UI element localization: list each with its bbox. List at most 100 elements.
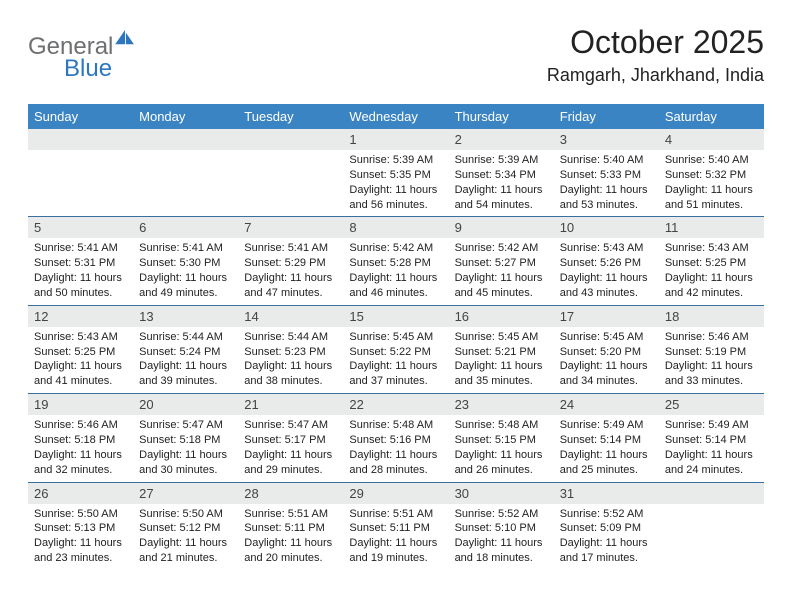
day-info: Sunrise: 5:47 AMSunset: 5:17 PMDaylight:…	[238, 415, 343, 481]
day-d1: Daylight: 11 hours	[244, 271, 337, 286]
day-sr: Sunrise: 5:50 AM	[34, 507, 127, 522]
week-row: 19Sunrise: 5:46 AMSunset: 5:18 PMDayligh…	[28, 394, 764, 482]
day-number: 12	[28, 306, 133, 327]
day-info: Sunrise: 5:42 AMSunset: 5:27 PMDaylight:…	[449, 238, 554, 304]
day-ss: Sunset: 5:14 PM	[665, 433, 758, 448]
day-cell: 12Sunrise: 5:43 AMSunset: 5:25 PMDayligh…	[28, 306, 133, 393]
day-ss: Sunset: 5:27 PM	[455, 256, 548, 271]
day-cell	[238, 129, 343, 216]
day-info: Sunrise: 5:40 AMSunset: 5:33 PMDaylight:…	[554, 150, 659, 216]
day-d2: and 39 minutes.	[139, 374, 232, 389]
day-info: Sunrise: 5:41 AMSunset: 5:30 PMDaylight:…	[133, 238, 238, 304]
day-cell: 5Sunrise: 5:41 AMSunset: 5:31 PMDaylight…	[28, 217, 133, 304]
day-d1: Daylight: 11 hours	[244, 359, 337, 374]
day-ss: Sunset: 5:19 PM	[665, 345, 758, 360]
day-cell: 1Sunrise: 5:39 AMSunset: 5:35 PMDaylight…	[343, 129, 448, 216]
day-sr: Sunrise: 5:44 AM	[244, 330, 337, 345]
dow-sunday: Sunday	[28, 104, 133, 129]
dow-monday: Monday	[133, 104, 238, 129]
day-d2: and 47 minutes.	[244, 286, 337, 301]
day-d2: and 21 minutes.	[139, 551, 232, 566]
day-d2: and 34 minutes.	[560, 374, 653, 389]
day-info: Sunrise: 5:39 AMSunset: 5:35 PMDaylight:…	[343, 150, 448, 216]
day-sr: Sunrise: 5:41 AM	[244, 241, 337, 256]
day-number: 1	[343, 129, 448, 150]
day-sr: Sunrise: 5:42 AM	[455, 241, 548, 256]
day-d1: Daylight: 11 hours	[455, 448, 548, 463]
day-number: 9	[449, 217, 554, 238]
sail-icon	[115, 30, 135, 51]
day-ss: Sunset: 5:28 PM	[349, 256, 442, 271]
day-sr: Sunrise: 5:43 AM	[665, 241, 758, 256]
day-sr: Sunrise: 5:46 AM	[665, 330, 758, 345]
day-number: 22	[343, 394, 448, 415]
day-d1: Daylight: 11 hours	[244, 536, 337, 551]
day-cell: 24Sunrise: 5:49 AMSunset: 5:14 PMDayligh…	[554, 394, 659, 481]
day-d1: Daylight: 11 hours	[560, 183, 653, 198]
day-cell: 19Sunrise: 5:46 AMSunset: 5:18 PMDayligh…	[28, 394, 133, 481]
day-info: Sunrise: 5:43 AMSunset: 5:26 PMDaylight:…	[554, 238, 659, 304]
day-cell: 11Sunrise: 5:43 AMSunset: 5:25 PMDayligh…	[659, 217, 764, 304]
day-sr: Sunrise: 5:41 AM	[139, 241, 232, 256]
day-ss: Sunset: 5:24 PM	[139, 345, 232, 360]
day-d2: and 29 minutes.	[244, 463, 337, 478]
day-info: Sunrise: 5:51 AMSunset: 5:11 PMDaylight:…	[238, 504, 343, 570]
day-d1: Daylight: 11 hours	[560, 271, 653, 286]
day-ss: Sunset: 5:32 PM	[665, 168, 758, 183]
day-sr: Sunrise: 5:43 AM	[34, 330, 127, 345]
day-info: Sunrise: 5:51 AMSunset: 5:11 PMDaylight:…	[343, 504, 448, 570]
day-d2: and 17 minutes.	[560, 551, 653, 566]
day-ss: Sunset: 5:13 PM	[34, 521, 127, 536]
day-number: 10	[554, 217, 659, 238]
day-ss: Sunset: 5:16 PM	[349, 433, 442, 448]
day-sr: Sunrise: 5:48 AM	[349, 418, 442, 433]
day-ss: Sunset: 5:31 PM	[34, 256, 127, 271]
weeks-container: 1Sunrise: 5:39 AMSunset: 5:35 PMDaylight…	[28, 129, 764, 570]
day-number: 20	[133, 394, 238, 415]
dow-thursday: Thursday	[449, 104, 554, 129]
day-ss: Sunset: 5:10 PM	[455, 521, 548, 536]
day-cell: 18Sunrise: 5:46 AMSunset: 5:19 PMDayligh…	[659, 306, 764, 393]
day-d1: Daylight: 11 hours	[560, 536, 653, 551]
day-cell: 13Sunrise: 5:44 AMSunset: 5:24 PMDayligh…	[133, 306, 238, 393]
day-ss: Sunset: 5:22 PM	[349, 345, 442, 360]
day-ss: Sunset: 5:14 PM	[560, 433, 653, 448]
day-d1: Daylight: 11 hours	[139, 271, 232, 286]
day-d1: Daylight: 11 hours	[665, 271, 758, 286]
day-ss: Sunset: 5:15 PM	[455, 433, 548, 448]
day-d1: Daylight: 11 hours	[349, 359, 442, 374]
day-number: 18	[659, 306, 764, 327]
day-d2: and 33 minutes.	[665, 374, 758, 389]
day-info: Sunrise: 5:50 AMSunset: 5:12 PMDaylight:…	[133, 504, 238, 570]
day-d2: and 37 minutes.	[349, 374, 442, 389]
day-sr: Sunrise: 5:47 AM	[244, 418, 337, 433]
logo-text-blue: Blue	[64, 55, 135, 83]
day-info: Sunrise: 5:47 AMSunset: 5:18 PMDaylight:…	[133, 415, 238, 481]
day-d1: Daylight: 11 hours	[455, 359, 548, 374]
day-cell: 10Sunrise: 5:43 AMSunset: 5:26 PMDayligh…	[554, 217, 659, 304]
day-ss: Sunset: 5:30 PM	[139, 256, 232, 271]
day-cell	[659, 483, 764, 570]
day-info: Sunrise: 5:52 AMSunset: 5:09 PMDaylight:…	[554, 504, 659, 570]
day-ss: Sunset: 5:21 PM	[455, 345, 548, 360]
day-d1: Daylight: 11 hours	[139, 536, 232, 551]
day-d1: Daylight: 11 hours	[455, 271, 548, 286]
day-sr: Sunrise: 5:44 AM	[139, 330, 232, 345]
day-ss: Sunset: 5:12 PM	[139, 521, 232, 536]
day-number: 16	[449, 306, 554, 327]
day-ss: Sunset: 5:26 PM	[560, 256, 653, 271]
day-ss: Sunset: 5:18 PM	[34, 433, 127, 448]
day-ss: Sunset: 5:23 PM	[244, 345, 337, 360]
day-sr: Sunrise: 5:40 AM	[665, 153, 758, 168]
calendar: Sunday Monday Tuesday Wednesday Thursday…	[28, 104, 764, 570]
day-d2: and 53 minutes.	[560, 198, 653, 213]
day-sr: Sunrise: 5:45 AM	[455, 330, 548, 345]
day-number: 25	[659, 394, 764, 415]
day-number: 8	[343, 217, 448, 238]
day-d2: and 49 minutes.	[139, 286, 232, 301]
location: Ramgarh, Jharkhand, India	[547, 65, 764, 86]
day-number: 27	[133, 483, 238, 504]
day-number	[28, 129, 133, 150]
day-ss: Sunset: 5:35 PM	[349, 168, 442, 183]
day-d2: and 51 minutes.	[665, 198, 758, 213]
